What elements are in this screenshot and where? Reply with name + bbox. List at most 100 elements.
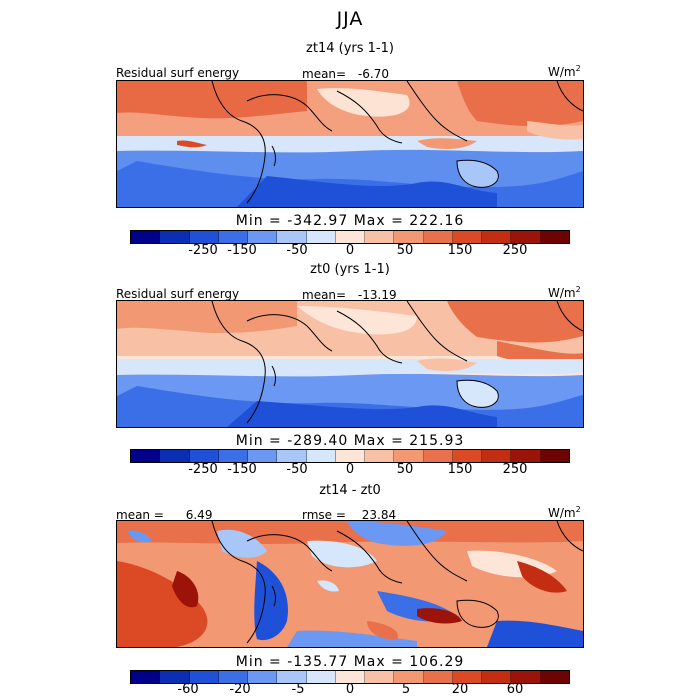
colorbar-swatch (511, 450, 541, 462)
panel-3-map (116, 520, 584, 648)
colorbar-swatch (511, 671, 541, 683)
panel-3-units-exp: 2 (575, 505, 581, 514)
panel-1-tick: 0 (345, 243, 355, 258)
panel-2-tick: -50 (286, 462, 308, 477)
colorbar-swatch (394, 671, 424, 683)
panel-2-tick: 250 (502, 462, 528, 477)
colorbar-swatch (306, 450, 336, 462)
panel-1-tick: 150 (447, 243, 473, 258)
colorbar-swatch (131, 671, 161, 683)
colorbar-swatch (511, 231, 541, 243)
colorbar-swatch (248, 450, 278, 462)
colorbar-swatch (365, 671, 395, 683)
panel-2-units-exp: 2 (575, 285, 581, 294)
colorbar-swatch (365, 450, 395, 462)
panel-3-colorbar-ticks: -60 -20 -5 0 5 20 60 (0, 682, 700, 700)
panel-3-tick: -60 (177, 682, 199, 697)
colorbar-swatch (540, 450, 569, 462)
panel-1-colorbar-ticks: -250 -150 -50 0 50 150 250 (0, 243, 700, 261)
colorbar-swatch (482, 671, 512, 683)
panel-3-subtitle: zt14 - zt0 (319, 483, 381, 498)
panel-3-tick: -5 (291, 682, 305, 697)
panel-2-tick: 50 (396, 462, 414, 477)
panel-2-variable-label: Residual surf energy (116, 287, 240, 301)
panel-2-colorbar (130, 449, 570, 463)
panel-1-subtitle: zt14 (yrs 1-1) (306, 41, 394, 56)
colorbar-swatch (277, 231, 307, 243)
colorbar-swatch (306, 671, 336, 683)
panel-2-subtitle: zt0 (yrs 1-1) (310, 262, 390, 277)
panel-3-tick: 5 (401, 682, 411, 697)
panel-1-map (116, 80, 584, 208)
panel-2-minmax: Min = -289.40 Max = 215.93 (235, 433, 465, 449)
panel-3-tick: 20 (451, 682, 469, 697)
colorbar-swatch (394, 231, 424, 243)
panel-2-units-base: W/m (548, 286, 576, 300)
panel-3-units-base: W/m (548, 506, 576, 520)
panel-2-mean-stat: mean= -13.19 (302, 288, 397, 302)
panel-3-minmax: Min = -135.77 Max = 106.29 (235, 654, 465, 670)
panel-2-map (116, 300, 584, 428)
colorbar-swatch (189, 671, 219, 683)
colorbar-swatch (306, 231, 336, 243)
panel-2-tick: -150 (227, 462, 257, 477)
colorbar-swatch (452, 231, 483, 243)
colorbar-swatch (160, 450, 190, 462)
panel-2-mean-value: -13.19 (357, 288, 397, 302)
colorbar-swatch (540, 671, 569, 683)
panel-1-mean-label: mean= (302, 67, 347, 81)
colorbar-swatch (365, 231, 395, 243)
colorbar-swatch (335, 450, 366, 462)
colorbar-swatch (218, 231, 249, 243)
colorbar-swatch (131, 450, 161, 462)
panel-1-units-base: W/m (548, 65, 576, 79)
colorbar-swatch (131, 231, 161, 243)
colorbar-swatch (160, 671, 190, 683)
panel-3-tick: 60 (506, 682, 524, 697)
panel-1-colorbar (130, 230, 570, 244)
panel-2-tick: 150 (447, 462, 473, 477)
panel-3-tick: -20 (229, 682, 251, 697)
panel-3-heatmap (117, 521, 583, 647)
panel-1-tick: -250 (188, 243, 218, 258)
panel-3-rmse-stat: rmse = 23.84 (302, 508, 396, 522)
colorbar-swatch (335, 671, 366, 683)
colorbar-swatch (540, 231, 569, 243)
panel-3-units: W/m2 (548, 505, 581, 520)
colorbar-swatch (248, 231, 278, 243)
colorbar-swatch (218, 450, 249, 462)
panel-2-heatmap (117, 301, 583, 427)
panel-2-tick: 0 (345, 462, 355, 477)
figure-title: JJA (336, 8, 364, 30)
colorbar-swatch (160, 231, 190, 243)
panel-1-minmax: Min = -342.97 Max = 222.16 (235, 213, 465, 229)
panel-1-heatmap (117, 81, 583, 207)
panel-3-mean-stat: mean = 6.49 (116, 508, 212, 522)
colorbar-swatch (482, 231, 512, 243)
colorbar-swatch (452, 671, 483, 683)
colorbar-swatch (423, 671, 453, 683)
colorbar-swatch (394, 450, 424, 462)
colorbar-swatch (189, 450, 219, 462)
panel-1-tick: -50 (286, 243, 308, 258)
colorbar-swatch (423, 231, 453, 243)
panel-3-colorbar (130, 670, 570, 684)
panel-2-colorbar-ticks: -250 -150 -50 0 50 150 250 (0, 462, 700, 480)
panel-3-tick: 0 (345, 682, 355, 697)
panel-3-mean-label: mean = (116, 508, 164, 522)
colorbar-swatch (189, 231, 219, 243)
colorbar-swatch (277, 450, 307, 462)
panel-1-tick: 250 (502, 243, 528, 258)
panel-2-tick: -250 (188, 462, 218, 477)
colorbar-swatch (482, 450, 512, 462)
colorbar-swatch (452, 450, 483, 462)
panel-3-rmse-value: 23.84 (361, 508, 397, 522)
panel-1-tick: 50 (396, 243, 414, 258)
panel-1-units-exp: 2 (575, 64, 581, 73)
panel-1-mean-stat: mean= -6.70 (302, 67, 389, 81)
panel-3-rmse-label: rmse = (302, 508, 346, 522)
panel-1-variable-label: Residual surf energy (116, 66, 240, 80)
panel-2-mean-label: mean= (302, 288, 347, 302)
colorbar-swatch (218, 671, 249, 683)
colorbar-swatch (248, 671, 278, 683)
